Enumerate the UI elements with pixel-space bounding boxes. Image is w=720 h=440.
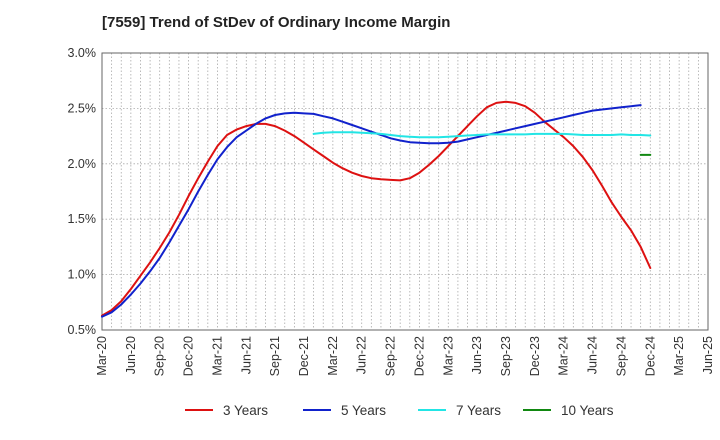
x-tick-label: Mar-25 [672,336,686,376]
x-tick-label: Sep-22 [384,336,398,376]
plot-area [102,53,708,330]
legend-label: 3 Years [223,403,268,418]
x-tick-label: Jun-20 [124,336,138,374]
x-tick-label: Sep-24 [614,336,628,376]
y-tick-label: 1.0% [68,268,97,282]
x-tick-label: Jun-21 [239,336,253,374]
x-tick-label: Mar-23 [441,336,455,376]
x-tick-label: Dec-23 [528,336,542,376]
x-tick-label: Sep-23 [499,336,513,376]
x-tick-label: Mar-22 [326,336,340,376]
x-tick-label: Jun-25 [701,336,715,374]
plot-border [101,52,709,331]
x-tick-label: Dec-20 [182,336,196,376]
x-tick-label: Jun-23 [470,336,484,374]
x-tick-label: Dec-24 [643,336,657,376]
x-tick-label: Dec-22 [412,336,426,376]
y-tick-label: 2.5% [68,101,97,115]
x-tick-label: Sep-21 [268,336,282,376]
x-tick-label: Sep-20 [153,336,167,376]
x-tick-label: Mar-20 [95,336,109,376]
legend-label: 7 Years [456,403,501,418]
x-tick-label: Jun-22 [355,336,369,374]
legend-label: 10 Years [561,403,614,418]
x-tick-label: Mar-21 [210,336,224,376]
series-line [312,131,652,139]
legend-label: 5 Years [341,403,386,418]
chart-title: [7559] Trend of StDev of Ordinary Income… [102,14,451,31]
y-tick-label: 3.0% [68,46,97,60]
x-tick-label: Dec-21 [297,336,311,376]
y-tick-label: 0.5% [68,323,97,337]
y-tick-label: 2.0% [68,157,97,171]
x-tick-label: Mar-24 [557,336,571,376]
x-tick-label: Jun-24 [586,336,600,374]
series-line [101,104,642,318]
y-tick-label: 1.5% [68,212,97,226]
